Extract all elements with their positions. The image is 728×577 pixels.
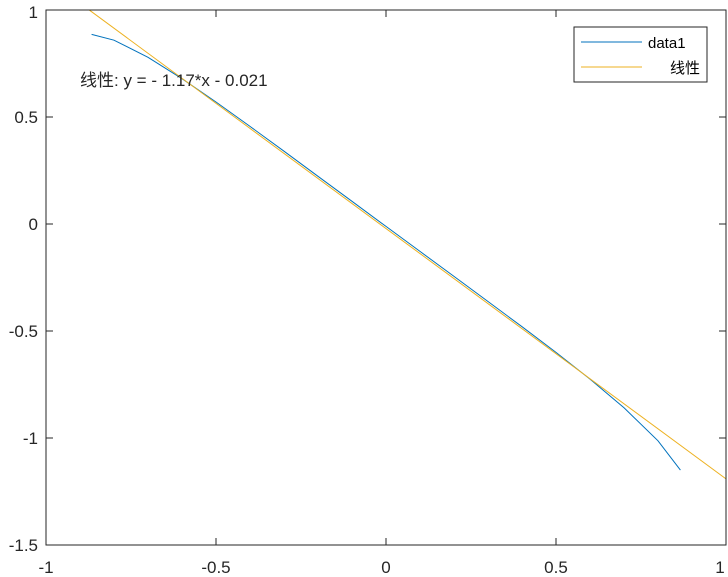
fit-annotation: 线性: y = - 1.17*x - 0.021 <box>80 71 268 90</box>
x-tick-label: -0.5 <box>201 558 230 577</box>
y-tick-label: -1.5 <box>9 536 38 555</box>
axes-box <box>45 9 727 546</box>
y-tick-label: 0 <box>29 215 38 234</box>
legend-label-fit: 线性 <box>670 60 700 77</box>
legend[interactable]: data1 线性 <box>573 26 708 83</box>
x-tick-label: 0.5 <box>544 558 568 577</box>
series-line-1 <box>89 9 727 480</box>
y-tick-label: 0.5 <box>14 108 38 127</box>
series-line-0 <box>91 33 681 471</box>
legend-label-data1: data1 <box>648 35 686 52</box>
axis-ticks: -1 -0.5 0 0.5 110.50-0.5-1-1.5 <box>9 3 727 577</box>
x-tick-label: 0 <box>381 558 390 577</box>
x-tick-label: 1 <box>715 558 724 577</box>
plot-marks <box>89 9 727 480</box>
y-tick-label: -1 <box>23 429 38 448</box>
y-tick-label: -0.5 <box>9 322 38 341</box>
legend-box <box>573 26 708 83</box>
x-tick-label: -1 <box>38 558 53 577</box>
y-tick-label: 1 <box>29 3 38 22</box>
